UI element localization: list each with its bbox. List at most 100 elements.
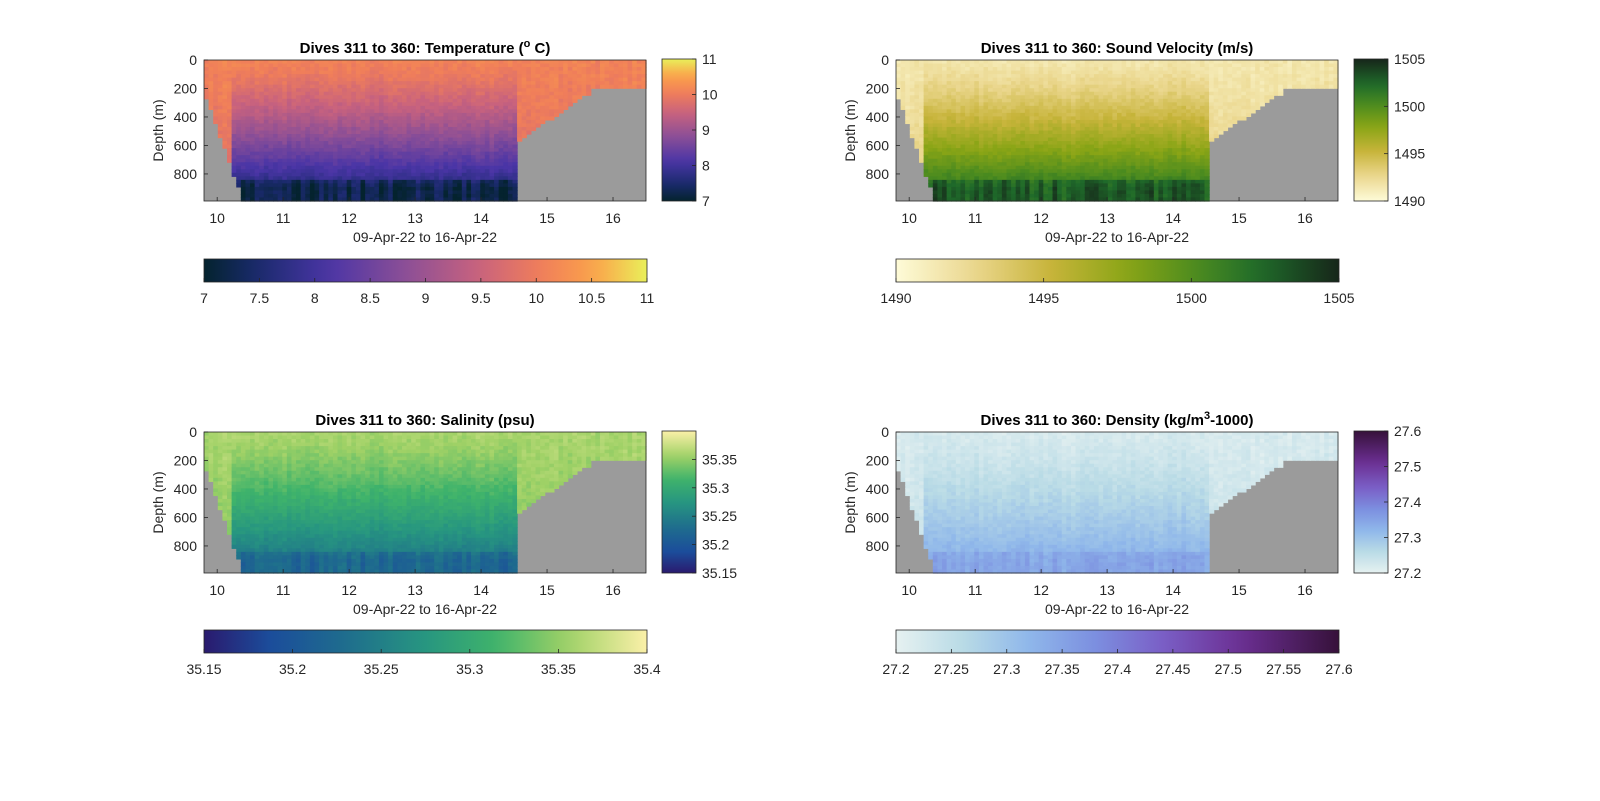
heatmap-cell xyxy=(517,81,523,86)
heatmap-cell xyxy=(360,84,366,89)
heatmap-cell xyxy=(955,67,962,72)
heatmap-cell xyxy=(378,60,385,65)
heatmap-cell xyxy=(1001,130,1008,135)
heatmap-cell xyxy=(1070,176,1077,181)
heatmap-cell xyxy=(236,179,242,184)
heatmap-cell xyxy=(305,70,311,75)
heatmap-cell xyxy=(411,155,417,160)
heatmap-cell xyxy=(369,141,375,146)
heatmap-cell xyxy=(586,77,592,82)
heatmap-cell xyxy=(268,109,274,114)
heatmap-cell xyxy=(351,183,357,188)
heatmap-cell xyxy=(457,158,463,163)
heatmap-cell xyxy=(360,193,366,199)
heatmap-cell xyxy=(1107,67,1113,72)
heatmap-cell xyxy=(406,169,412,174)
heatmap-cell xyxy=(254,169,260,174)
heatmap-cell xyxy=(300,77,306,82)
heatmap-cell xyxy=(378,197,385,202)
heatmap-cell xyxy=(277,193,283,199)
heatmap-cell xyxy=(923,98,929,103)
heatmap-cell xyxy=(411,144,417,149)
heatmap-cell xyxy=(1043,74,1049,79)
heatmap-cell xyxy=(1103,162,1109,167)
heatmap-cell xyxy=(480,77,486,82)
heatmap-cell xyxy=(489,148,495,153)
heatmap-cell xyxy=(222,134,228,139)
heatmap-cell xyxy=(355,162,362,167)
heatmap-cell xyxy=(452,95,458,100)
heatmap-cell xyxy=(1135,119,1141,125)
heatmap-cell xyxy=(346,91,352,96)
heatmap-cell xyxy=(1103,81,1109,86)
heatmap-cell xyxy=(960,74,966,79)
heatmap-cell xyxy=(388,63,394,68)
heatmap-cell xyxy=(992,176,998,181)
heatmap-cell xyxy=(1112,186,1118,192)
heatmap-cell xyxy=(489,109,495,114)
heatmap-cell xyxy=(997,144,1003,149)
heatmap-cell xyxy=(282,197,288,202)
heatmap-cell xyxy=(1034,144,1040,149)
heatmap-cell xyxy=(374,179,380,184)
heatmap-cell xyxy=(1130,165,1137,170)
heatmap-cell xyxy=(1043,88,1049,93)
heatmap-cell xyxy=(254,74,260,79)
heatmap-cell xyxy=(1075,105,1081,110)
heatmap-cell xyxy=(590,60,596,65)
heatmap-cell xyxy=(332,158,339,163)
heatmap-cell xyxy=(1080,91,1086,96)
heatmap-cell xyxy=(480,141,486,146)
heatmap-cell xyxy=(1011,186,1017,192)
heatmap-cell xyxy=(1015,102,1021,107)
heatmap-cell xyxy=(420,60,426,65)
heatmap-cell xyxy=(420,137,426,142)
heatmap-cell xyxy=(1066,105,1072,110)
heatmap-cell xyxy=(448,74,454,79)
heatmap-cell xyxy=(305,116,311,121)
heatmap-cell xyxy=(1015,148,1021,153)
heatmap-cell xyxy=(323,197,329,202)
heatmap-cell xyxy=(1084,116,1090,121)
heatmap-cell xyxy=(351,172,357,177)
heatmap-cell xyxy=(254,60,260,65)
heatmap-cell xyxy=(567,98,573,103)
heatmap-cell xyxy=(388,116,394,121)
heatmap-cell xyxy=(296,91,302,96)
heatmap-cell xyxy=(951,91,957,96)
heatmap-cell xyxy=(401,141,408,146)
heatmap-cell xyxy=(420,190,426,195)
heatmap-cell xyxy=(475,162,481,167)
heatmap-cell xyxy=(355,141,362,146)
heatmap-cell xyxy=(1034,186,1040,192)
heatmap-cell xyxy=(1075,70,1081,75)
heatmap-cell xyxy=(1103,63,1109,68)
heatmap-cell xyxy=(480,134,486,139)
heatmap-cell xyxy=(250,130,256,135)
heatmap-cell xyxy=(1089,60,1095,65)
heatmap-cell xyxy=(236,84,242,89)
heatmap-cell xyxy=(1070,126,1077,132)
heatmap-cell xyxy=(392,130,398,135)
heatmap-cell xyxy=(240,88,247,93)
heatmap-cell xyxy=(1098,172,1104,177)
heatmap-cell xyxy=(1066,186,1072,192)
heatmap-cell xyxy=(1084,67,1090,72)
heatmap-cell xyxy=(1061,81,1067,86)
heatmap-cell xyxy=(369,63,375,68)
heatmap-cell xyxy=(383,102,389,107)
heatmap-cell xyxy=(282,105,288,110)
heatmap-cell xyxy=(240,162,247,167)
heatmap-cell xyxy=(461,119,468,125)
heatmap-cell xyxy=(1047,190,1054,195)
heatmap-cell xyxy=(254,176,260,181)
heatmap-cell xyxy=(378,144,385,149)
heatmap-cell xyxy=(227,60,233,65)
heatmap-cell xyxy=(567,91,573,96)
heatmap-cell xyxy=(273,162,279,167)
heatmap-cell xyxy=(475,81,481,86)
heatmap-cell xyxy=(401,70,408,75)
y-tick-label: 200 xyxy=(174,80,198,96)
heatmap-cell xyxy=(1070,193,1077,199)
heatmap-cell xyxy=(1015,151,1021,156)
